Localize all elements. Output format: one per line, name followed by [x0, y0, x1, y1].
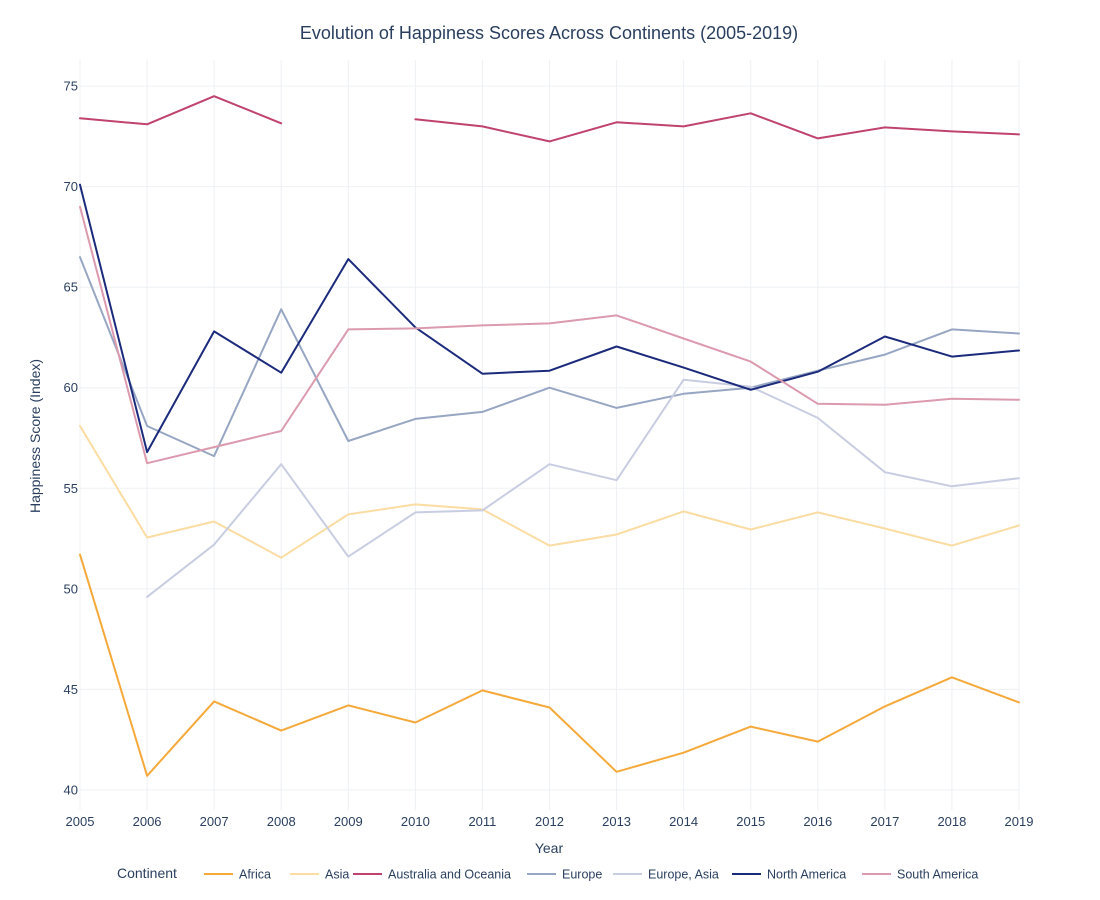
series-line-north-america	[79, 183, 1020, 454]
series-line-south-america	[79, 205, 1020, 465]
y-axis-title: Happiness Score (Index)	[27, 359, 43, 513]
legend-label: Africa	[239, 868, 271, 882]
series-line-europe-asia	[146, 378, 1020, 598]
x-tick-label: 2009	[334, 814, 363, 829]
series-line-asia	[79, 425, 1020, 559]
legend-item-europe-asia[interactable]: Europe, Asia	[613, 868, 719, 882]
x-tick-label: 2006	[133, 814, 162, 829]
y-axis: 40 45 50 55 60 65 70 75	[64, 79, 78, 798]
series-africa	[79, 553, 1020, 777]
series-line-australia-and-oceania	[79, 95, 1020, 143]
series-line-africa	[79, 553, 1020, 777]
legend-label: Europe, Asia	[648, 868, 719, 882]
x-axis: 2005 2006 2007 2008 2009 2010 2011 2012 2013 2014…	[66, 814, 1034, 829]
legend-label: Europe	[562, 868, 602, 882]
x-axis-title: Year	[535, 840, 564, 856]
x-tick-label: 2013	[602, 814, 631, 829]
series-south-america	[79, 205, 1020, 465]
y-tick-label: 50	[64, 581, 78, 596]
y-tick-label: 45	[64, 682, 78, 697]
x-tick-label: 2019	[1005, 814, 1034, 829]
x-tick-label: 2014	[669, 814, 698, 829]
legend-item-north-america[interactable]: North America	[732, 868, 846, 882]
legend-title: Continent	[117, 865, 177, 881]
legend-label: South America	[897, 868, 978, 882]
y-tick-label: 75	[64, 79, 78, 94]
series-north-america	[79, 183, 1020, 454]
x-tick-label: 2016	[803, 814, 832, 829]
y-tick-label: 40	[64, 782, 78, 797]
x-tick-label: 2007	[200, 814, 229, 829]
x-tick-label: 2011	[468, 814, 496, 829]
x-tick-label: 2008	[267, 814, 296, 829]
y-tick-label: 65	[64, 280, 78, 295]
series-australia-and-oceania	[79, 95, 1020, 143]
series-europe-asia	[146, 378, 1020, 598]
x-tick-label: 2010	[401, 814, 430, 829]
x-tick-label: 2017	[870, 814, 899, 829]
x-tick-label: 2005	[66, 814, 95, 829]
legend-item-asia[interactable]: Asia	[290, 868, 349, 882]
legend-label: Australia and Oceania	[388, 868, 511, 882]
legend-item-africa[interactable]: Africa	[204, 868, 271, 882]
legend-label: Asia	[325, 868, 349, 882]
series-line-europe	[79, 256, 1020, 458]
y-tick-label: 70	[64, 179, 78, 194]
legend-item-australia-and-oceania[interactable]: Australia and Oceania	[353, 868, 511, 882]
series-lines	[79, 95, 1020, 777]
grid-lines	[79, 60, 1020, 810]
legend-item-south-america[interactable]: South America	[862, 868, 978, 882]
series-europe	[79, 256, 1020, 458]
legend-item-europe[interactable]: Europe	[527, 868, 602, 882]
x-tick-label: 2012	[535, 814, 564, 829]
y-tick-label: 55	[64, 481, 78, 496]
legend-label: North America	[767, 868, 846, 882]
chart-title: Evolution of Happiness Scores Across Con…	[300, 23, 798, 43]
series-asia	[79, 425, 1020, 559]
x-tick-label: 2018	[937, 814, 966, 829]
y-tick-label: 60	[64, 380, 78, 395]
x-tick-label: 2015	[736, 814, 765, 829]
legend: Continent Africa Asia Australia and Oceani…	[117, 865, 978, 882]
